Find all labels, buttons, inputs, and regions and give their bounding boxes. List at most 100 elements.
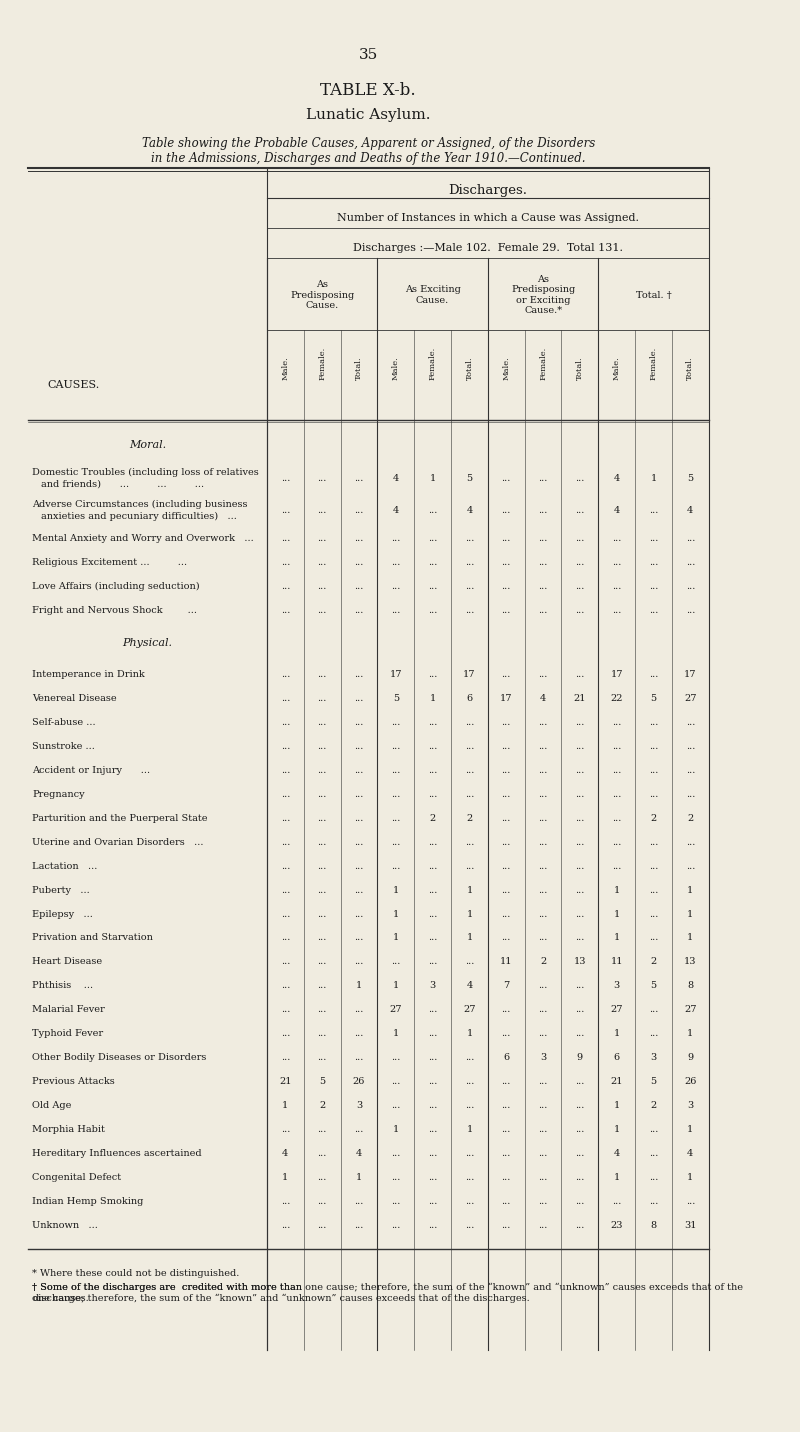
Text: ...: ... [575,909,585,918]
Text: ...: ... [575,1173,585,1183]
Text: ...: ... [502,670,511,679]
Text: Privation and Starvation: Privation and Starvation [32,934,153,942]
Text: ...: ... [649,1197,658,1207]
Text: ...: ... [318,1005,327,1014]
Text: As
Predisposing
or Exciting
Cause.*: As Predisposing or Exciting Cause.* [511,275,575,315]
Text: ...: ... [538,581,548,590]
Text: ...: ... [575,581,585,590]
Text: ...: ... [465,534,474,543]
Text: 1: 1 [614,1126,620,1134]
Text: ...: ... [318,934,327,942]
Text: ...: ... [318,885,327,895]
Text: ...: ... [318,670,327,679]
Text: ...: ... [538,1221,548,1230]
Text: Epilepsy   ...: Epilepsy ... [32,909,93,918]
Text: ...: ... [575,1077,585,1087]
Text: ...: ... [502,1221,511,1230]
Text: 1: 1 [687,1126,694,1134]
Text: 31: 31 [684,1221,697,1230]
Text: ...: ... [575,1221,585,1230]
Text: ...: ... [428,1077,438,1087]
Text: ...: ... [465,606,474,614]
Text: 1: 1 [466,934,473,942]
Text: ...: ... [649,838,658,846]
Text: ...: ... [612,789,622,799]
Text: ...: ... [538,909,548,918]
Text: ...: ... [281,693,290,703]
Text: ...: ... [281,505,290,514]
Text: ...: ... [538,1077,548,1087]
Text: 1: 1 [687,1030,694,1038]
Text: 4: 4 [466,505,473,514]
Text: ...: ... [612,742,622,750]
Text: ...: ... [428,1054,438,1063]
Text: 2: 2 [650,958,657,967]
Text: ...: ... [538,742,548,750]
Text: Discharges :—Male 102.  Female 29.  Total 131.: Discharges :—Male 102. Female 29. Total … [353,243,623,253]
Text: 35: 35 [358,49,378,62]
Text: ...: ... [354,934,364,942]
Text: 11: 11 [500,958,513,967]
Text: ...: ... [538,505,548,514]
Text: ...: ... [281,1126,290,1134]
Text: 1: 1 [282,1101,289,1110]
Text: ...: ... [391,813,401,822]
Text: ...: ... [502,742,511,750]
Text: ...: ... [612,1197,622,1207]
Text: ...: ... [465,766,474,775]
Text: 1: 1 [356,981,362,991]
Text: 2: 2 [319,1101,326,1110]
Text: ...: ... [575,474,585,483]
Text: ...: ... [354,670,364,679]
Text: ...: ... [281,1221,290,1230]
Text: ...: ... [612,838,622,846]
Text: ...: ... [318,1150,327,1158]
Text: ...: ... [612,581,622,590]
Text: ...: ... [575,742,585,750]
Text: ...: ... [281,1054,290,1063]
Text: ...: ... [428,1173,438,1183]
Text: ...: ... [575,838,585,846]
Text: ...: ... [428,1150,438,1158]
Text: ...: ... [502,813,511,822]
Text: Unknown   ...: Unknown ... [32,1221,98,1230]
Text: ...: ... [318,1173,327,1183]
Text: ...: ... [281,934,290,942]
Text: † Some of the discharges are  credited with more than one cause; therefore, the : † Some of the discharges are credited wi… [32,1283,743,1303]
Text: Female.: Female. [539,347,547,379]
Text: ...: ... [502,838,511,846]
Text: ...: ... [575,557,585,567]
Text: 27: 27 [390,1005,402,1014]
Text: ...: ... [281,981,290,991]
Text: ...: ... [575,1126,585,1134]
Text: ...: ... [354,742,364,750]
Text: ...: ... [318,1054,327,1063]
Text: Total. †: Total. † [636,291,671,299]
Text: As
Predisposing
Cause.: As Predisposing Cause. [290,281,354,309]
Text: ...: ... [465,1077,474,1087]
Text: ...: ... [354,534,364,543]
Text: ...: ... [538,838,548,846]
Text: ...: ... [575,1197,585,1207]
Text: ...: ... [354,1030,364,1038]
Text: ...: ... [686,789,695,799]
Text: 4: 4 [466,981,473,991]
Text: ...: ... [538,766,548,775]
Text: ...: ... [318,717,327,726]
Text: 1: 1 [614,1173,620,1183]
Text: ...: ... [318,742,327,750]
Text: 3: 3 [614,981,620,991]
Text: Total.: Total. [355,357,363,379]
Text: Mental Anxiety and Worry and Overwork   ...: Mental Anxiety and Worry and Overwork ..… [32,534,254,543]
Text: ...: ... [318,1221,327,1230]
Text: 26: 26 [353,1077,365,1087]
Text: ...: ... [538,1197,548,1207]
Text: ...: ... [428,934,438,942]
Text: ...: ... [281,1197,290,1207]
Text: 7: 7 [503,981,510,991]
Text: ...: ... [354,693,364,703]
Text: ...: ... [281,1005,290,1014]
Text: ...: ... [538,862,548,871]
Text: ...: ... [318,909,327,918]
Text: Old Age: Old Age [32,1101,71,1110]
